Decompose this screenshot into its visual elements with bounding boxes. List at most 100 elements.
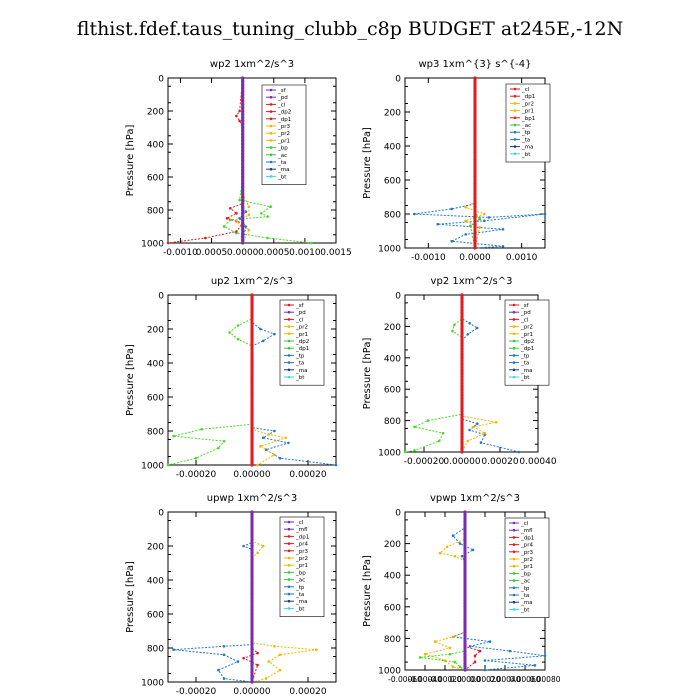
data-point (266, 236, 269, 240)
zero-line-marker (241, 231, 245, 235)
zero-line-marker (241, 135, 245, 139)
series-tp (461, 295, 520, 453)
legend-marker (287, 325, 291, 328)
x-tick-label: 0.0000 (227, 248, 259, 258)
data-point (466, 439, 470, 443)
zero-line-marker (241, 92, 245, 97)
data-point (450, 239, 454, 243)
zero-line-marker (473, 198, 477, 202)
legend-marker (287, 303, 291, 307)
zero-line-marker (241, 86, 245, 90)
legend-entry: _bt (520, 607, 530, 613)
chart-panel-4: vp2 1xm^2/s^3 Pressure [hPa] 0 200 400 600 800… (362, 276, 557, 467)
data-point (466, 333, 470, 336)
zero-line-marker (463, 598, 467, 603)
chart-title: wp2 1xm^2/s^3 (210, 59, 294, 70)
data-point (287, 441, 290, 445)
legend-marker (287, 527, 291, 531)
legend-marker (287, 368, 291, 372)
zero-line-marker (250, 449, 254, 453)
zero-line-marker (463, 614, 467, 618)
legend-marker (269, 160, 273, 164)
zero-line-marker (241, 152, 245, 156)
legend-entry: _bp (520, 571, 531, 577)
data-point (453, 554, 457, 558)
plot-frame (167, 77, 337, 244)
data-point (200, 428, 203, 431)
data-point (453, 660, 457, 664)
zero-line-marker (250, 619, 254, 623)
zero-line-marker (250, 324, 254, 328)
legend-entry: _dp2 (295, 339, 309, 345)
zero-line-marker (250, 398, 254, 402)
data-point (437, 439, 441, 443)
zero-line-marker (460, 444, 464, 448)
zero-line-marker (463, 602, 467, 606)
zero-line-marker (250, 460, 254, 464)
zero-line-marker (473, 202, 477, 206)
legend-entry: _dp1 (277, 117, 291, 123)
data-point (261, 544, 265, 548)
zero-line-marker (460, 302, 464, 306)
zero-line-marker (250, 412, 254, 416)
zero-line-marker (460, 387, 464, 391)
legend-entry: _bp (295, 570, 306, 576)
legend-marker (269, 95, 273, 99)
legend-entry: _cl (295, 520, 304, 526)
data-point (438, 551, 442, 555)
data-point (242, 656, 245, 660)
zero-line-marker (463, 523, 467, 527)
zero-line-marker (463, 519, 467, 524)
data-point (475, 326, 479, 330)
zero-line-marker (463, 617, 467, 622)
zero-line-marker (250, 439, 254, 443)
zero-line-marker (473, 154, 477, 158)
legend-marker (287, 346, 291, 350)
series-dp1 (167, 295, 253, 466)
data-point (267, 433, 271, 436)
legend-entry: _ta (295, 592, 304, 598)
zero-line-marker (250, 649, 254, 654)
legend-marker (512, 521, 516, 525)
zero-line-marker (463, 633, 467, 637)
legend-entry: _cl (520, 317, 529, 323)
data-point (266, 215, 269, 218)
legend-entry: _pr3 (520, 550, 534, 556)
data-point (450, 207, 454, 211)
zero-line-marker (473, 171, 477, 175)
zero-line-marker (460, 409, 464, 413)
legend-box (279, 516, 325, 617)
zero-line-marker (460, 299, 464, 303)
legend-entry: _ma (295, 368, 307, 374)
zero-line-marker (250, 330, 254, 334)
data-point (222, 677, 226, 680)
data-point (236, 337, 240, 341)
legend-entry: _bt (295, 375, 305, 381)
zero-line-marker (241, 99, 245, 103)
zero-line-marker (463, 573, 467, 577)
zero-line-marker (463, 564, 467, 568)
legend-marker (512, 564, 516, 568)
zero-line-marker (460, 371, 464, 376)
zero-line-marker (473, 168, 477, 172)
zero-line-marker (250, 530, 254, 535)
zero-line-marker (241, 83, 245, 87)
zero-line-marker (473, 246, 477, 250)
zero-line-marker (463, 658, 467, 663)
zero-line-marker (250, 547, 254, 552)
legend-box (504, 517, 550, 618)
data-point (487, 216, 491, 219)
zero-line-marker (473, 113, 477, 117)
y-tick-label: 600 (384, 386, 401, 396)
legend-marker (287, 556, 291, 560)
legend-entry: _ma (520, 368, 532, 374)
zero-line-marker (250, 402, 254, 406)
legend-marker (513, 123, 517, 127)
zero-line-marker (241, 234, 245, 238)
data-point (284, 436, 287, 440)
legend-entry: _ac (295, 578, 305, 584)
legend-marker (287, 332, 291, 336)
data-point (413, 425, 416, 429)
zero-line-marker (250, 317, 254, 321)
data-point (260, 212, 263, 215)
